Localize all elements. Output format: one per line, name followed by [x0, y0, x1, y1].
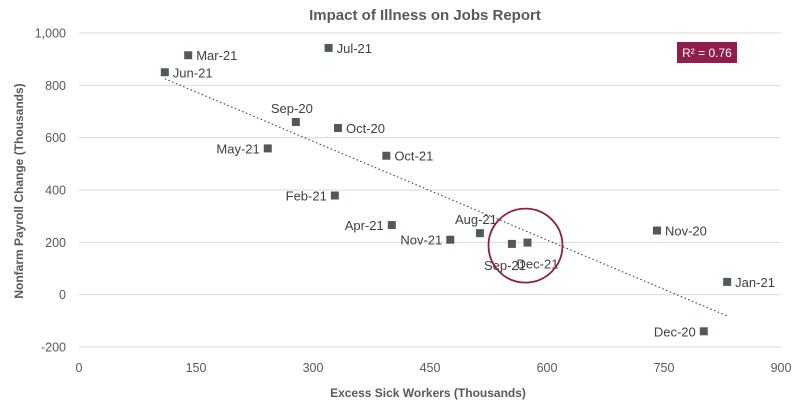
data-point-label: Aug-21: [455, 212, 497, 227]
y-tick-label: 600: [45, 131, 66, 145]
data-point-marker: [723, 277, 732, 286]
x-tick-label: 0: [76, 361, 83, 375]
data-point-label: Dec-20: [654, 324, 696, 339]
data-point-marker: [263, 144, 272, 153]
data-point-marker: [699, 327, 708, 336]
data-point-label: Oct-20: [346, 121, 385, 136]
x-tick-label: 450: [420, 361, 441, 375]
data-point-marker: [291, 117, 300, 126]
trendline: [164, 78, 727, 317]
data-point-marker: [330, 191, 339, 200]
data-point-marker: [475, 229, 484, 238]
data-point-marker: [333, 123, 342, 132]
r-squared-badge: [677, 42, 737, 63]
x-tick-label: 150: [186, 361, 207, 375]
y-tick-label: -200: [41, 341, 66, 355]
annotations: R² = 0.76: [487, 42, 737, 284]
r-squared-text: R² = 0.76: [682, 46, 732, 60]
data-point-label: May-21: [216, 141, 259, 156]
data-point-marker: [652, 226, 661, 235]
data-point-label: Dec-21: [517, 257, 559, 272]
data-point-label: Jan-21: [735, 275, 775, 290]
data-point-label: Nov-20: [665, 224, 707, 239]
data-point-marker: [507, 239, 516, 248]
data-point-label: Jun-21: [173, 65, 213, 80]
y-tick-label: 1,000: [35, 27, 66, 41]
data-point-marker: [184, 51, 193, 60]
axis-ticks: 1,000 800 600 400 200 0 -200 0 150 300 450 600 750 90…: [35, 27, 792, 376]
x-tick-label: 600: [537, 361, 558, 375]
y-tick-label: 400: [45, 184, 66, 198]
y-tick-label: 800: [45, 79, 66, 93]
data-point-label: Sep-20: [271, 101, 313, 116]
y-tick-label: 200: [45, 236, 66, 250]
data-point-marker: [382, 151, 391, 160]
data-point-marker: [387, 221, 396, 230]
data-point-label: Mar-21: [196, 48, 237, 63]
data-point-label: Feb-21: [286, 188, 327, 203]
grid-lines: [79, 32, 781, 348]
data-point-label: Apr-21: [345, 218, 384, 233]
data-point-marker: [523, 238, 532, 247]
data-point-label: Oct-21: [394, 149, 433, 164]
data-points: Jun-21 Mar-21 Jul-21 Sep-20 Oct-20 May-21 Oct-…: [160, 41, 775, 339]
x-tick-label: 900: [771, 361, 792, 375]
y-axis-title: Nonfarm Payroll Change (Thousands): [12, 83, 26, 298]
data-point-marker: [324, 43, 333, 52]
x-tick-label: 750: [654, 361, 675, 375]
trendline-group: [164, 78, 727, 317]
data-point-marker: [446, 235, 455, 244]
x-axis-title: Excess Sick Workers (Thousands): [330, 386, 526, 400]
x-tick-label: 300: [303, 361, 324, 375]
chart-title: Impact of Illness on Jobs Report: [309, 7, 541, 24]
data-point-label: Jul-21: [337, 41, 372, 56]
y-tick-label: 0: [59, 288, 66, 302]
highlight-circle: [487, 207, 564, 284]
data-point-label: Sep-21: [484, 258, 526, 273]
data-point-marker: [160, 68, 169, 77]
data-point-label: Nov-21: [400, 233, 442, 248]
